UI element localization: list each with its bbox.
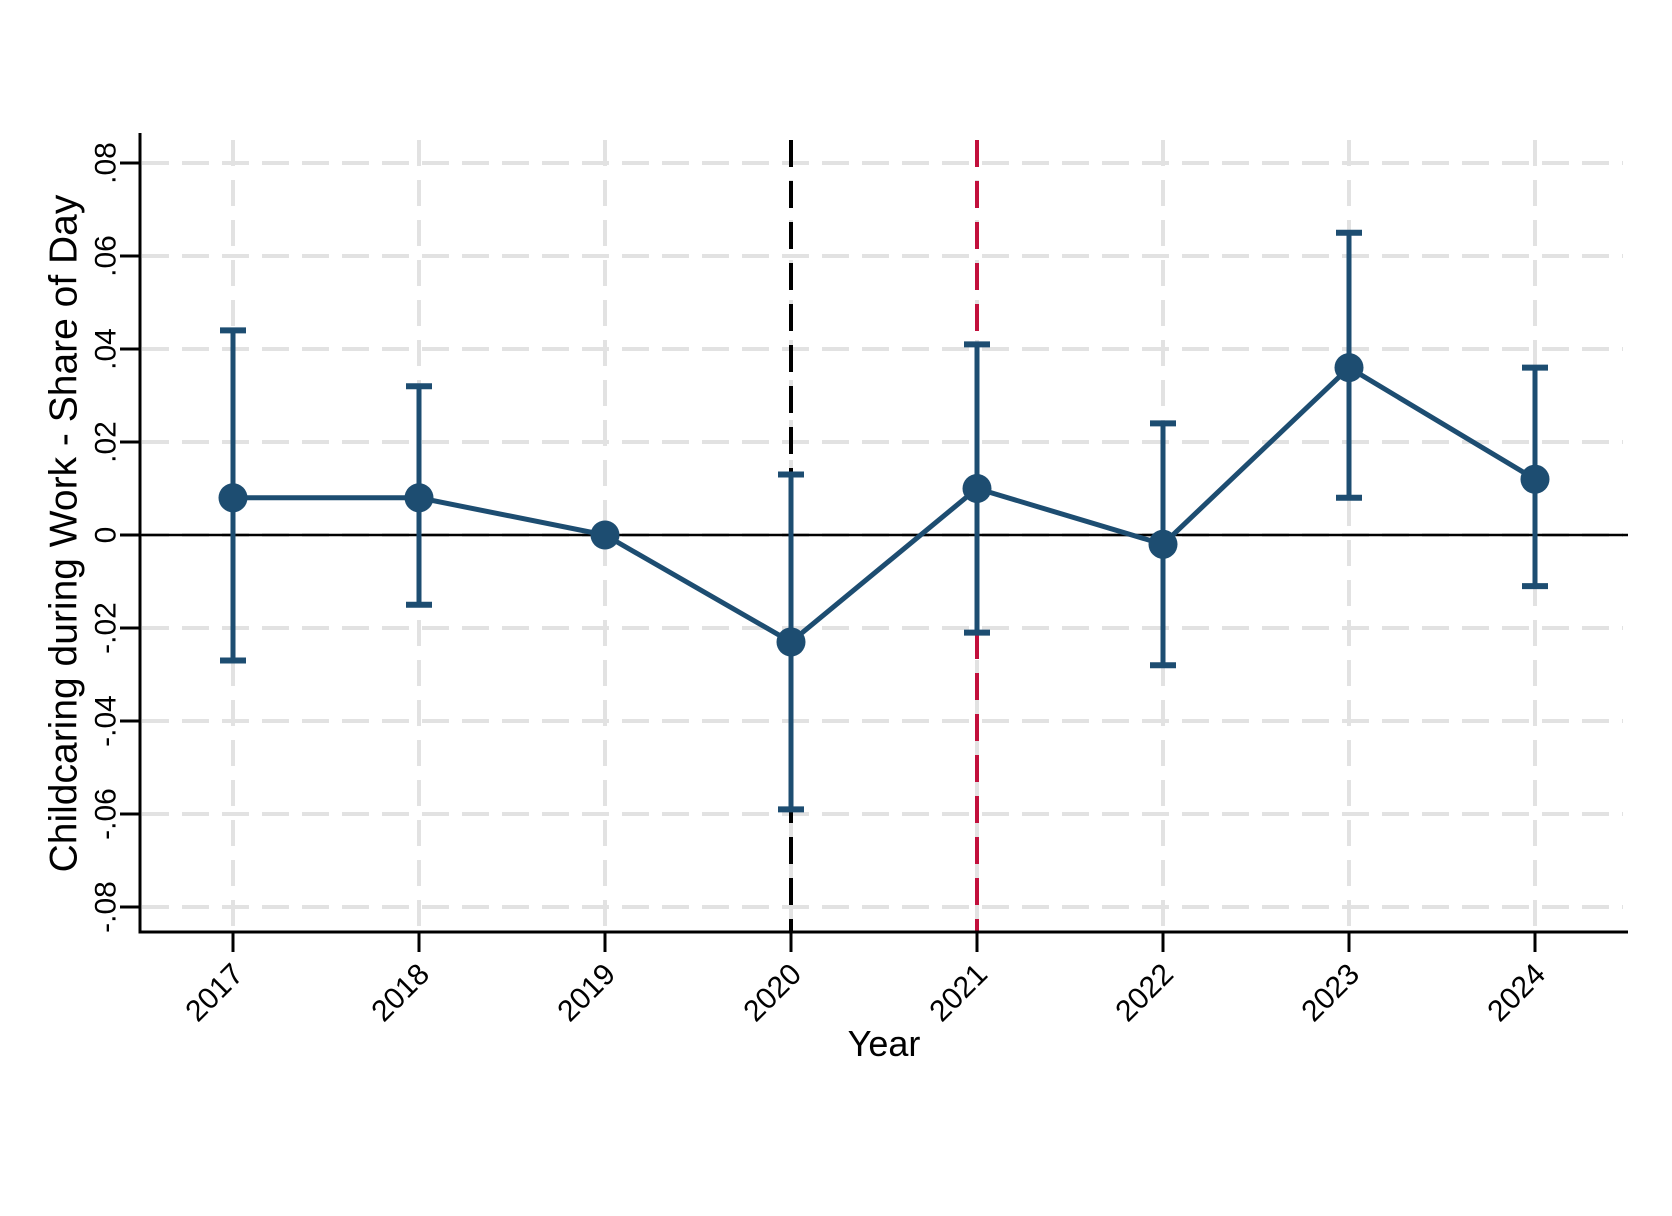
- y-tick-label--.08: -.08: [90, 881, 123, 933]
- x-tick-label-2023: 2023: [1295, 958, 1366, 1029]
- x-tick-label-2019: 2019: [551, 958, 622, 1029]
- y-axis-title: Childcaring during Work - Share of Day: [43, 194, 86, 872]
- y-tick-label-.06: .06: [90, 235, 123, 277]
- data-point-marker-2020: [776, 627, 806, 657]
- data-point-marker-2021: [962, 474, 992, 503]
- y-tick-label-.02: .02: [90, 421, 123, 463]
- x-tick-label-2024: 2024: [1481, 958, 1552, 1029]
- y-tick-label-.04: .04: [90, 328, 123, 370]
- x-axis-title: Year: [848, 1023, 921, 1064]
- x-tick-label-2022: 2022: [1109, 958, 1180, 1029]
- y-tick-label--.06: -.06: [90, 788, 123, 840]
- x-tick-label-2018: 2018: [365, 958, 436, 1029]
- data-point-marker-2023: [1334, 353, 1364, 383]
- data-point-marker-2024: [1520, 464, 1550, 494]
- estimate-line: [233, 364, 1537, 645]
- data-point-marker-2019: [590, 520, 620, 550]
- x-tick-label-2021: 2021: [923, 958, 994, 1029]
- y-tick-label-0: 0: [90, 527, 123, 544]
- y-tick-label--.04: -.04: [90, 695, 123, 747]
- x-tick-label-2020: 2020: [737, 958, 808, 1029]
- y-tick-label-.08: .08: [90, 142, 123, 184]
- x-tick-label-2017: 2017: [179, 958, 250, 1029]
- y-tick-label--.02: -.02: [90, 602, 123, 654]
- data-point-marker-2017: [218, 483, 248, 513]
- data-point-marker-2022: [1148, 529, 1178, 559]
- data-point-marker-2018: [404, 483, 434, 513]
